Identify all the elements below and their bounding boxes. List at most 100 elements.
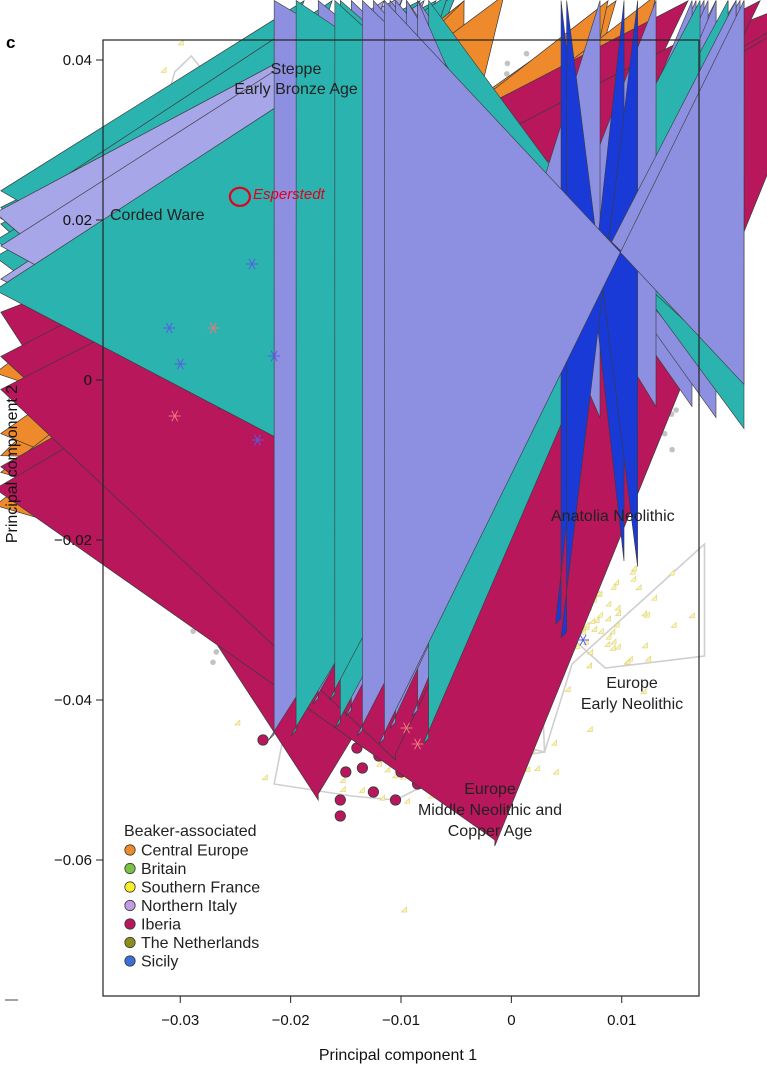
legend-swatch [124,918,136,930]
background-point [669,446,675,453]
y-tick-label: 0.04 [63,52,92,69]
reference-diamond [588,617,596,624]
annotation-een-line-1: Europe [606,675,658,692]
point-iberia [257,734,269,746]
reference-diamond [609,644,616,651]
reference-diamond [587,648,594,655]
y-tick-label: −0.04 [54,692,92,709]
special-symbol-points [0,0,767,847]
panel-letter: c [6,33,15,52]
legend-swatch [124,844,136,856]
reference-diamond [400,906,407,913]
reference-diamond [614,604,621,611]
reference-diamond [641,642,648,649]
legend-title: Beaker-associated [124,823,257,840]
point-iberia [389,794,402,806]
x-tick-label: −0.01 [382,1012,420,1029]
background-point [661,430,668,437]
legend-label: The Netherlands [141,935,259,952]
reference-diamond [630,565,637,572]
annotation-steppe-line-1: Steppe [271,61,322,78]
reference-diamond [579,628,587,635]
legend-swatch [124,899,136,912]
reference-diamond [614,609,621,616]
point-iberia [334,794,346,806]
reference-diamond [597,627,604,634]
reference-diamond [610,638,617,645]
reference-diamond [644,655,651,662]
reference-diamond [668,569,675,576]
x-tick-label: −0.02 [272,1012,310,1029]
diamond-marker [378,0,745,745]
reference-diamond [552,768,559,775]
reference-diamond [524,765,531,772]
background-point [504,71,510,77]
point-iberia [367,786,379,798]
legend-swatch [124,936,136,949]
asterisk-marker [209,322,217,334]
asterisk-marker [579,634,587,646]
y-tick-label: 0 [84,372,92,389]
legend-label: Northern Italy [141,898,237,915]
reference-diamond [533,764,540,772]
background-point [190,628,196,634]
x-tick-label: −0.03 [161,1012,199,1029]
reference-diamond [261,774,268,781]
y-tick-label: −0.06 [54,852,92,869]
reference-diamond [564,685,571,692]
asterisk-marker [176,358,184,370]
reference-diamond [624,658,631,665]
annotation-europe-early-neolithic: Europe Early Neolithic [581,675,683,713]
reference-diamond [605,600,612,607]
x-axis-title: Principal component 1 [319,1047,477,1064]
asterisk-marker [165,322,173,334]
annotation-steppe-line-2: Early Bronze Age [234,81,358,98]
reference-diamond [604,640,611,647]
background-point [673,407,679,413]
reference-diamond [378,794,386,801]
annotation-anatolia-neolithic: Anatolia Neolithic [551,508,675,525]
background-point [523,50,530,57]
y-tick-label: −0.02 [54,532,92,549]
reference-diamond [635,584,642,591]
annotation-emn-line-3: Copper Age [448,823,533,840]
reference-diamond [630,575,637,582]
annotation-esperstedt: Esperstedt [253,186,326,203]
legend-label: Iberia [141,917,181,934]
y-axis-title: Principal component 2 [4,385,21,543]
annotation-emn-line-2: Middle Neolithic and [418,802,562,819]
y-tick-label: 0.02 [63,212,92,229]
point-iberia [356,762,368,774]
legend-label: Britain [141,861,186,878]
point-iberia [334,810,346,822]
reference-diamond [614,643,621,650]
reference-diamond [339,776,346,783]
asterisk-marker [254,434,261,446]
reference-diamond [596,611,603,618]
reference-diamond [650,594,658,601]
annotation-emn-line-1: Europe [464,781,516,798]
point-iberia [340,766,352,778]
reference-diamond [234,719,241,726]
reference-diamond [375,760,383,767]
asterisk-marker [248,258,256,270]
reference-diamond [605,633,612,640]
esperstedt-highlight-circle [228,186,251,207]
reference-diamond [670,621,677,628]
annotation-corded-ware: Corded Ware [110,207,205,224]
diamond-marker [560,0,638,639]
annotation-steppe: Steppe Early Bronze Age [234,61,358,98]
reference-diamond [160,66,167,73]
legend-label: Central Europe [141,843,249,860]
background-point [213,649,220,655]
reference-diamond [610,583,617,590]
asterisk-marker [270,350,278,362]
reference-diamond [591,625,598,632]
asterisk-marker [414,738,421,750]
x-tick-label: 0 [507,1012,515,1029]
reference-diamond [339,785,346,792]
background-point [504,60,511,67]
reference-diamond [609,628,616,635]
reference-diamond [688,612,695,619]
